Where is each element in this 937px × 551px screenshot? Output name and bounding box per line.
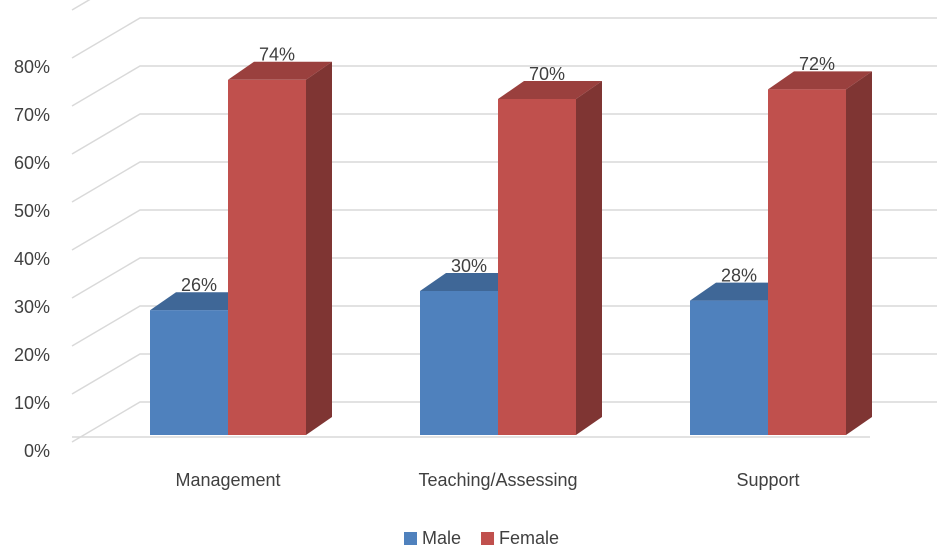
y-tick-label: 60% — [14, 153, 50, 173]
y-tick-label: 30% — [14, 297, 50, 317]
legend-label: Male — [422, 528, 461, 548]
grid-line — [71, 17, 937, 59]
bar-side — [306, 61, 332, 436]
grid-line — [71, 0, 91, 11]
grid-line — [71, 257, 937, 299]
y-tick-label: 10% — [14, 393, 50, 413]
bar-side — [576, 81, 602, 435]
grid-line — [71, 305, 937, 347]
data-label: 30% — [451, 256, 487, 276]
bar — [768, 89, 846, 436]
y-tick-label: 40% — [14, 249, 50, 269]
data-label: 28% — [721, 265, 757, 285]
x-tick-label: Management — [175, 470, 280, 490]
data-label: 74% — [259, 45, 295, 65]
bar-top — [498, 81, 602, 99]
grid-line — [71, 161, 937, 203]
bar — [690, 300, 768, 435]
data-label: 70% — [529, 64, 565, 84]
legend-swatch — [404, 532, 417, 545]
bar-top — [228, 61, 332, 80]
grid-line — [71, 113, 937, 155]
y-tick-label: 0% — [24, 441, 50, 461]
bar — [228, 79, 306, 436]
data-label: 72% — [799, 54, 835, 74]
y-tick-label: 80% — [14, 57, 50, 77]
bar — [150, 310, 228, 435]
x-tick-label: Support — [736, 470, 799, 490]
y-tick-label: 50% — [14, 201, 50, 221]
grid-line — [71, 65, 937, 107]
bar — [498, 99, 576, 435]
bar-top — [768, 71, 872, 90]
x-tick-label: Teaching/Assessing — [418, 470, 577, 490]
y-tick-label: 20% — [14, 345, 50, 365]
data-label: 26% — [181, 275, 217, 295]
grid-line — [71, 353, 937, 395]
bar — [420, 291, 498, 435]
legend-label: Female — [499, 528, 559, 548]
y-tick-label: 70% — [14, 105, 50, 125]
grid-line — [71, 401, 937, 443]
bar-side — [846, 71, 872, 436]
grid-line — [71, 209, 937, 251]
legend-swatch — [481, 532, 495, 545]
